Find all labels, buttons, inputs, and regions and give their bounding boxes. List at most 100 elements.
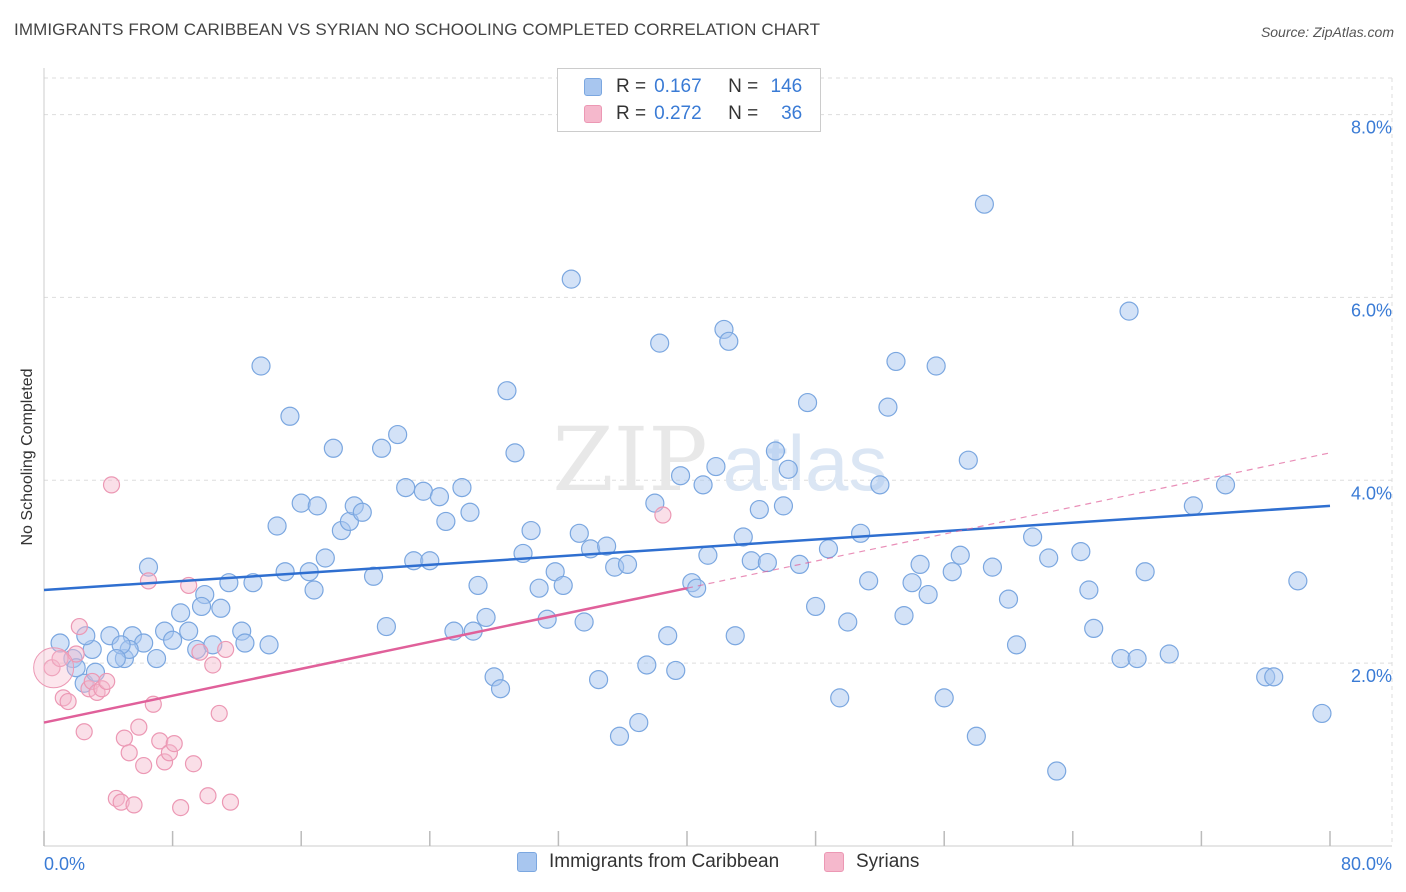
legend-swatch-syrians — [824, 852, 844, 872]
caribbean-point — [797, 392, 818, 413]
caribbean-point — [666, 660, 686, 681]
caribbean-point — [765, 441, 786, 461]
caribbean-point — [950, 545, 970, 565]
source-label: Source: ZipAtlas.com — [1260, 24, 1394, 40]
caribbean-point — [693, 475, 713, 495]
syrian-point — [654, 506, 672, 524]
caribbean-point — [259, 635, 279, 655]
correlation-legend: R = 0.167 N = 146 R = 0.272 N = 36 — [557, 68, 821, 132]
caribbean-point — [529, 578, 549, 598]
y-tick-label: 6.0% — [1351, 300, 1392, 320]
n-label: N = — [728, 76, 759, 97]
caribbean-point — [1111, 648, 1131, 669]
tick-labels: 2.0% 4.0% 6.0% 8.0% 0.0% 80.0% — [44, 118, 1392, 874]
caribbean-point — [291, 493, 311, 513]
syrian-point — [184, 755, 203, 773]
caribbean-point — [1127, 648, 1147, 669]
syrian-point — [204, 656, 222, 674]
caribbean-point — [902, 573, 922, 593]
syrian-point — [102, 476, 121, 494]
y-tick-label: 2.0% — [1351, 666, 1392, 686]
n-value: 146 — [770, 76, 803, 97]
caribbean-point — [982, 557, 1003, 577]
legend-item-caribbean: Immigrants from Caribbean — [517, 851, 779, 873]
caribbean-point — [251, 356, 271, 376]
caribbean-point — [778, 459, 798, 479]
caribbean-point — [629, 712, 649, 733]
caribbean-point — [650, 333, 670, 353]
syrian-point — [165, 734, 183, 753]
watermark-zip: ZIP — [552, 408, 707, 511]
r-label: R = — [616, 103, 647, 124]
caribbean-point — [76, 626, 96, 646]
syrian-point — [59, 692, 77, 711]
caribbean-point — [597, 536, 617, 556]
r-value: 0.167 — [654, 76, 702, 97]
syrian-point — [115, 729, 133, 747]
syrian-point — [217, 640, 235, 659]
caribbean-point — [1039, 548, 1059, 568]
caribbean-point — [830, 688, 850, 708]
caribbean-point — [429, 487, 450, 507]
chart-title: IMMIGRANTS FROM CARIBBEAN VS SYRIAN NO S… — [14, 20, 821, 39]
legend-swatch-blue — [584, 78, 602, 96]
caribbean-trend-line — [43, 504, 1331, 592]
x-tick-label: 80.0% — [1341, 854, 1392, 874]
caribbean-point — [958, 450, 978, 470]
caribbean-point — [886, 351, 906, 372]
syrian-point — [112, 793, 130, 811]
caribbean-point — [171, 603, 191, 623]
caribbean-point — [942, 562, 962, 582]
caribbean-point — [243, 573, 263, 593]
caribbean-point — [323, 438, 343, 458]
caribbean-point — [452, 478, 472, 498]
y-tick-label: 8.0% — [1351, 118, 1392, 138]
syrian-point — [199, 787, 217, 805]
y-tick-label: 4.0% — [1351, 483, 1392, 503]
caribbean-point — [1119, 301, 1139, 321]
caribbean-point — [1215, 475, 1236, 495]
syrian-trend-line — [43, 586, 688, 724]
caribbean-point — [733, 527, 753, 547]
syrian-point — [151, 732, 169, 750]
caribbean-point — [371, 438, 392, 458]
caribbean-point — [1264, 667, 1284, 687]
caribbean-point — [934, 688, 954, 708]
caribbean-point — [1006, 635, 1027, 655]
caribbean-point — [637, 655, 657, 675]
caribbean-point — [191, 596, 212, 617]
n-value: 36 — [781, 103, 803, 124]
syrian-point — [125, 796, 143, 814]
caribbean-point — [725, 626, 745, 646]
watermark-atlas: atlas — [723, 419, 888, 507]
r-value: 0.272 — [654, 103, 702, 124]
caribbean-point — [910, 554, 930, 575]
caribbean-point — [505, 443, 525, 463]
caribbean-point — [574, 612, 594, 632]
syrian-point — [51, 649, 69, 668]
caribbean-point — [146, 648, 167, 669]
caribbean-point — [1047, 761, 1067, 781]
caribbean-point — [490, 679, 511, 699]
syrian-point — [172, 798, 190, 817]
caribbean-point — [1312, 703, 1332, 724]
syrian-point — [135, 756, 153, 775]
caribbean-point — [1288, 571, 1308, 591]
caribbean-point — [1023, 527, 1043, 547]
caribbean-point — [749, 499, 769, 520]
caribbean-point — [757, 552, 777, 573]
axes — [43, 68, 1392, 847]
caribbean-point — [974, 194, 994, 214]
caribbean-point — [275, 562, 295, 582]
caribbean-point — [280, 406, 300, 426]
trend-lines — [43, 452, 1331, 724]
legend-label-syrians: Syrians — [856, 851, 920, 872]
caribbean-point — [1159, 644, 1179, 664]
caribbean-point — [396, 478, 416, 498]
caribbean-point — [436, 511, 456, 532]
r-label: R = — [616, 76, 647, 97]
legend-label-caribbean: Immigrants from Caribbean — [549, 851, 780, 872]
caribbean-point — [966, 726, 986, 746]
caribbean-point — [687, 578, 707, 598]
syrian-point — [98, 672, 116, 691]
